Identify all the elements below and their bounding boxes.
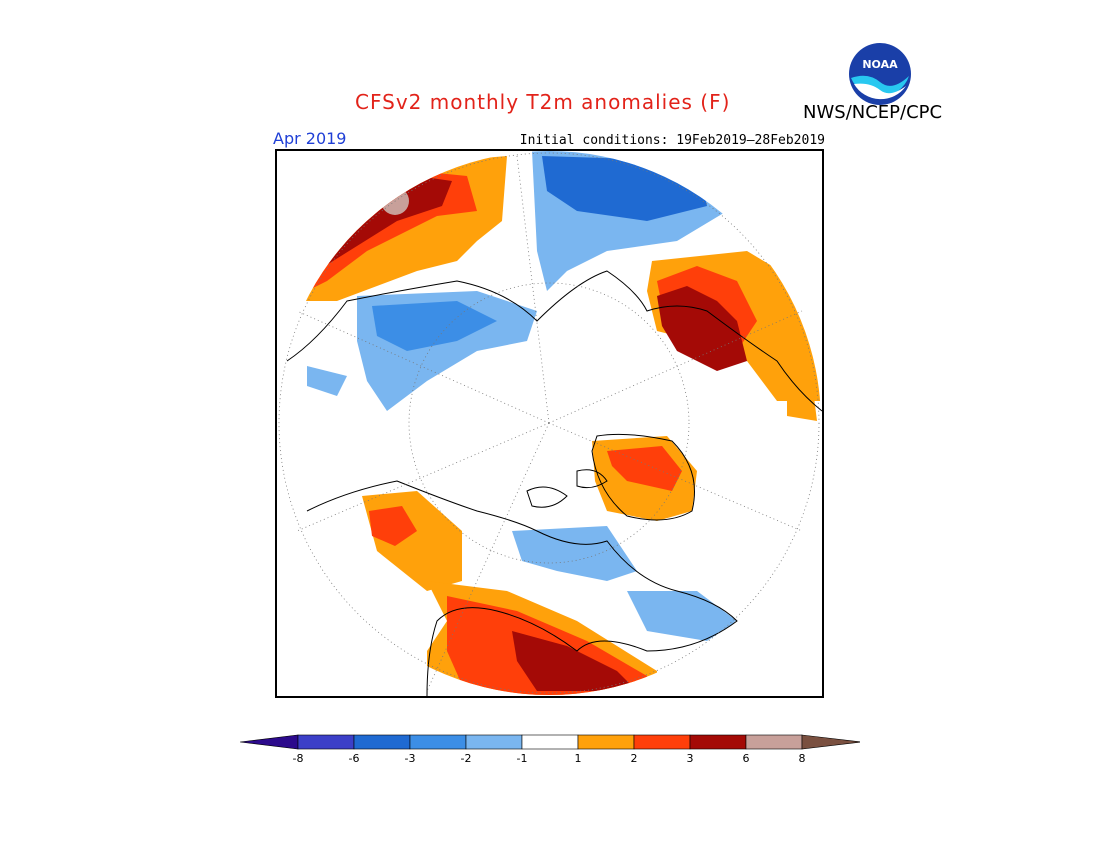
colorbar-tick-label: -2 bbox=[461, 752, 472, 765]
colorbar-swatch bbox=[522, 735, 578, 749]
colorbar: -8 -6 -3 -2 -1 1 2 3 6 8 bbox=[240, 733, 860, 773]
alaska-warm-region bbox=[362, 491, 462, 591]
colorbar-tick-label: 1 bbox=[575, 752, 582, 765]
polar-map bbox=[275, 149, 824, 698]
colorbar-tick-label: 2 bbox=[631, 752, 638, 765]
kamchatka-cool-region bbox=[307, 366, 347, 396]
colorbar-tick-label: -8 bbox=[293, 752, 304, 765]
colorbar-swatch bbox=[690, 735, 746, 749]
valid-month-label: Apr 2019 bbox=[273, 129, 346, 148]
colorbar-swatch bbox=[410, 735, 466, 749]
colorbar-tick-label: 8 bbox=[799, 752, 806, 765]
colorbar-min-arrow bbox=[240, 735, 298, 749]
colorbar-tick-label: 6 bbox=[743, 752, 750, 765]
colorbar-swatch bbox=[746, 735, 802, 749]
colorbar-swatch bbox=[298, 735, 354, 749]
colorbar-swatch bbox=[466, 735, 522, 749]
colorbar-swatch bbox=[634, 735, 690, 749]
colorbar-swatch bbox=[578, 735, 634, 749]
colorbar-max-arrow bbox=[802, 735, 860, 749]
colorbar-tick-label: -3 bbox=[405, 752, 416, 765]
map-title: CFSv2 monthly T2m anomalies (F) bbox=[355, 90, 730, 114]
noaa-logo: NOAA bbox=[848, 42, 912, 106]
canada-east-cool-region bbox=[627, 591, 737, 641]
svg-text:NOAA: NOAA bbox=[862, 58, 898, 71]
initial-conditions-label: Initial conditions: 19Feb2019–28Feb2019 bbox=[520, 133, 825, 148]
canadian-arctic-cool-region bbox=[512, 526, 637, 581]
colorbar-swatch bbox=[354, 735, 410, 749]
colorbar-tick-label: -6 bbox=[349, 752, 360, 765]
colorbar-tick-label: 3 bbox=[687, 752, 694, 765]
colorbar-tick-label: -1 bbox=[517, 752, 528, 765]
